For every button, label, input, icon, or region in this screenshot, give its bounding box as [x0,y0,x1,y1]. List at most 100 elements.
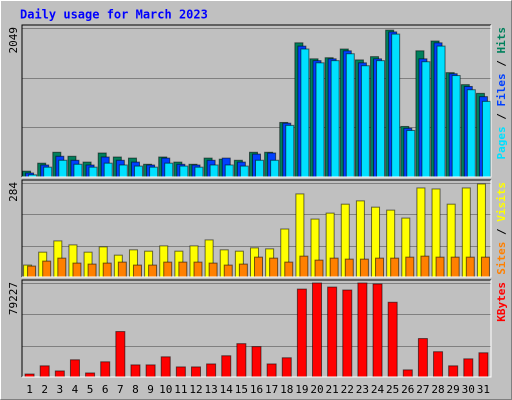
bar [224,164,234,178]
bar [300,48,310,178]
bar [284,261,294,278]
bar [85,372,96,378]
bar [221,355,232,378]
bar [255,159,264,178]
legend-entry: Hits [495,27,508,54]
bar [450,256,460,278]
bar [102,262,112,278]
x-tick-label: 27 [416,383,429,396]
bar [376,60,386,178]
x-tick-label: 22 [341,383,354,396]
bar [312,282,323,378]
x-tick-label: 15 [235,383,248,396]
bar [69,359,80,378]
bar [327,286,338,378]
bar [478,352,489,378]
bar [194,166,204,178]
legend-entry: Files [495,73,508,106]
bar [179,165,189,178]
bar [342,289,353,378]
bar [357,282,368,378]
bar [387,301,398,378]
legend-entry: Visits [495,182,508,222]
bar [285,124,295,178]
x-tick-label: 30 [462,383,475,396]
bar [238,263,248,278]
x-tick-label: 24 [371,383,385,396]
x-tick-label: 10 [159,383,172,396]
bar [391,33,401,178]
bar [39,365,50,378]
bar [190,366,201,378]
x-tick-label: 14 [220,383,234,396]
x-tick-label: 1 [26,383,33,396]
x-tick-label: 9 [147,383,154,396]
bar [160,356,171,378]
bar [42,260,52,278]
bar [115,331,126,378]
x-tick-label: 28 [431,383,444,396]
legend: Pages / Files / Hits [495,27,508,160]
legend: KBytes [495,282,508,322]
panel-border-light [22,25,492,178]
bar [87,263,97,278]
x-tick-label: 4 [72,383,79,396]
bar [223,264,233,278]
x-tick-label: 11 [174,383,187,396]
bar [296,288,307,378]
panel-border-dark [21,24,491,177]
legend-separator: / [495,107,508,127]
bar [270,159,280,178]
bar [251,346,262,378]
bar [433,351,444,378]
x-tick-label: 31 [477,383,490,396]
bar [72,262,82,278]
bar [420,255,430,278]
bar [118,164,128,178]
legend: Sites / Visits [495,182,508,275]
bar [330,60,340,178]
bar [480,256,490,278]
bar [193,261,203,278]
x-tick-label: 12 [189,383,202,396]
x-tick-label: 13 [204,383,217,396]
bar [466,89,476,178]
bar [269,257,279,278]
x-tick-label: 6 [102,383,109,396]
bar [435,256,445,278]
legend-entry: KBytes [495,282,508,322]
x-tick-label: 18 [280,383,293,396]
x-tick-label: 20 [310,383,323,396]
bar [100,361,111,378]
bar [372,283,383,378]
bar [43,166,53,178]
y-tick-label: 2049 [7,27,20,54]
legend-separator: / [495,54,508,74]
bar [164,162,174,178]
bar [465,256,475,278]
bar [417,338,428,378]
legend-entry: Sites [495,242,508,275]
bar [206,363,217,378]
x-tick-label: 2 [41,383,48,396]
legend-separator: / [495,222,508,242]
panel-border-dark [21,279,491,377]
bar [236,343,247,378]
x-tick-label: 17 [265,383,278,396]
bar [73,163,83,178]
bar [448,365,459,378]
bar [266,363,277,378]
x-tick-label: 7 [117,383,124,396]
bar [178,261,188,278]
panel-border-light [22,280,492,378]
bar [254,256,263,278]
bar [390,257,400,278]
x-tick-label: 19 [295,383,308,396]
bar [163,261,173,278]
bar [208,262,218,278]
bar [314,259,324,278]
bar [209,164,219,178]
bar [58,159,68,178]
x-tick-label: 25 [386,383,399,396]
